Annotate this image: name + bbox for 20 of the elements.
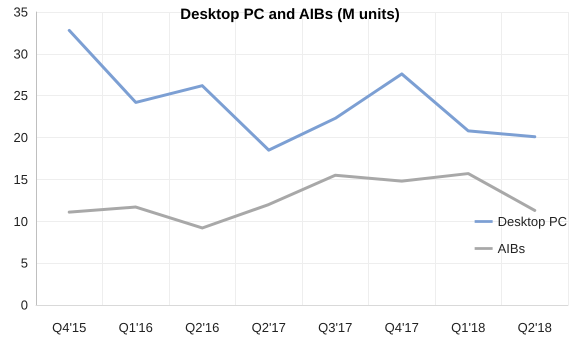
y-tick-label: 10 xyxy=(14,214,28,229)
y-tick-label: 30 xyxy=(14,46,28,62)
y-tick-label: 15 xyxy=(14,172,28,187)
x-tick-label: Q2'18 xyxy=(518,320,552,335)
line-series xyxy=(68,28,536,152)
y-tick-label: 5 xyxy=(20,256,28,271)
x-tick-label: Q1'18 xyxy=(451,320,486,335)
y-tick-label: 0 xyxy=(20,298,28,312)
x-tick-label: Q2'16 xyxy=(185,320,220,335)
x-tick-label: Q1'16 xyxy=(118,320,153,335)
legend-label: Desktop PC xyxy=(498,214,568,229)
chart-title: Desktop PC and AIBs (M units) xyxy=(180,6,400,23)
x-tick-label: Q2'17 xyxy=(252,320,286,335)
y-tick-label: 25 xyxy=(14,88,28,104)
x-tick-label: Q3'17 xyxy=(318,320,352,335)
y-tick-label: 20 xyxy=(14,130,28,146)
x-tick-label: Q4'15 xyxy=(52,320,86,335)
legend-label: AIBs xyxy=(498,241,526,256)
y-tick-label: 35 xyxy=(14,4,28,20)
x-tick-label: Q4'17 xyxy=(384,320,419,335)
